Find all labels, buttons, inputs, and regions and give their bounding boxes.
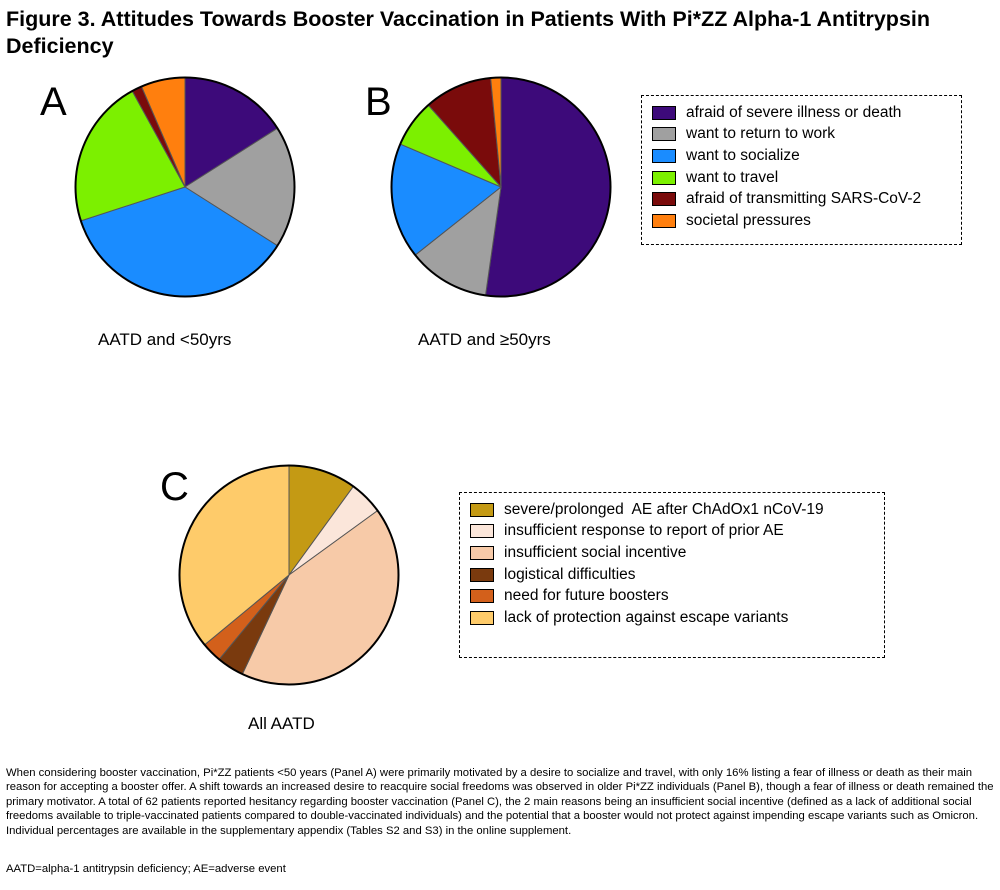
legend-swatch [652,170,676,185]
legend-item: want to travel [652,167,951,189]
pie-c-caption: All AATD [248,714,315,733]
legend-swatch [470,610,494,625]
legend-swatch [470,589,494,604]
pie-c-outline [178,464,400,686]
legend-label: want to socialize [686,146,800,164]
pie-a-outline [74,76,296,298]
figure-description: When considering booster vaccination, Pi… [6,767,994,837]
legend-item: need for future boosters [470,585,874,607]
legend-label: insufficient social incentive [504,543,687,561]
legend-item: logistical difficulties [470,564,874,586]
legend-label: afraid of severe illness or death [686,103,902,121]
pie-b-outline [390,76,612,298]
panel-label-b: B [365,80,392,124]
legend-label: societal pressures [686,211,811,229]
pie-chart-a [74,76,296,298]
legend-swatch [470,567,494,582]
legend-label: logistical difficulties [504,565,636,583]
legend-label: lack of protection against escape varian… [504,608,789,626]
legend-label: want to travel [686,168,779,186]
legend-item: societal pressures [652,210,951,232]
legend-swatch [470,524,494,539]
legend-swatch [652,213,676,228]
legend-swatch [470,545,494,560]
legend-swatch [470,502,494,517]
legend-label: want to return to work [686,125,836,143]
legend-swatch [652,105,676,120]
legend-swatch [652,148,676,163]
legend-item: afraid of transmitting SARS-CoV-2 [652,188,951,210]
legend-swatch [652,192,676,207]
legend-item: want to socialize [652,145,951,167]
legend-item: afraid of severe illness or death [652,102,951,124]
pie-chart-b [390,76,612,298]
legend-item: severe/prolonged AE after ChAdOx1 nCoV-1… [470,499,874,521]
abbreviations-note: AATD=alpha-1 antitrypsin deficiency; AE=… [6,863,286,875]
panel-label-c: C [160,465,189,509]
legend-item: insufficient social incentive [470,542,874,564]
panel-label-a: A [40,80,67,124]
legend-panel-c: severe/prolonged AE after ChAdOx1 nCoV-1… [459,492,885,658]
legend-label: afraid of transmitting SARS-CoV-2 [686,190,922,208]
legend-label: insufficient response to report of prior… [504,522,784,540]
legend-item: want to return to work [652,124,951,146]
figure-title: Figure 3. Attitudes Towards Booster Vacc… [6,7,931,58]
legend-panels-ab: afraid of severe illness or death want t… [641,95,962,245]
legend-label: need for future boosters [504,587,669,605]
legend-label: severe/prolonged AE after ChAdOx1 nCoV-1… [504,500,824,518]
legend-swatch [652,127,676,142]
legend-item: insufficient response to report of prior… [470,521,874,543]
pie-b-caption: AATD and ≥50yrs [418,330,551,349]
pie-chart-c [178,464,400,686]
legend-item: lack of protection against escape varian… [470,607,874,629]
pie-b-slice-1 [484,76,611,297]
pie-a-caption: AATD and <50yrs [98,330,232,349]
